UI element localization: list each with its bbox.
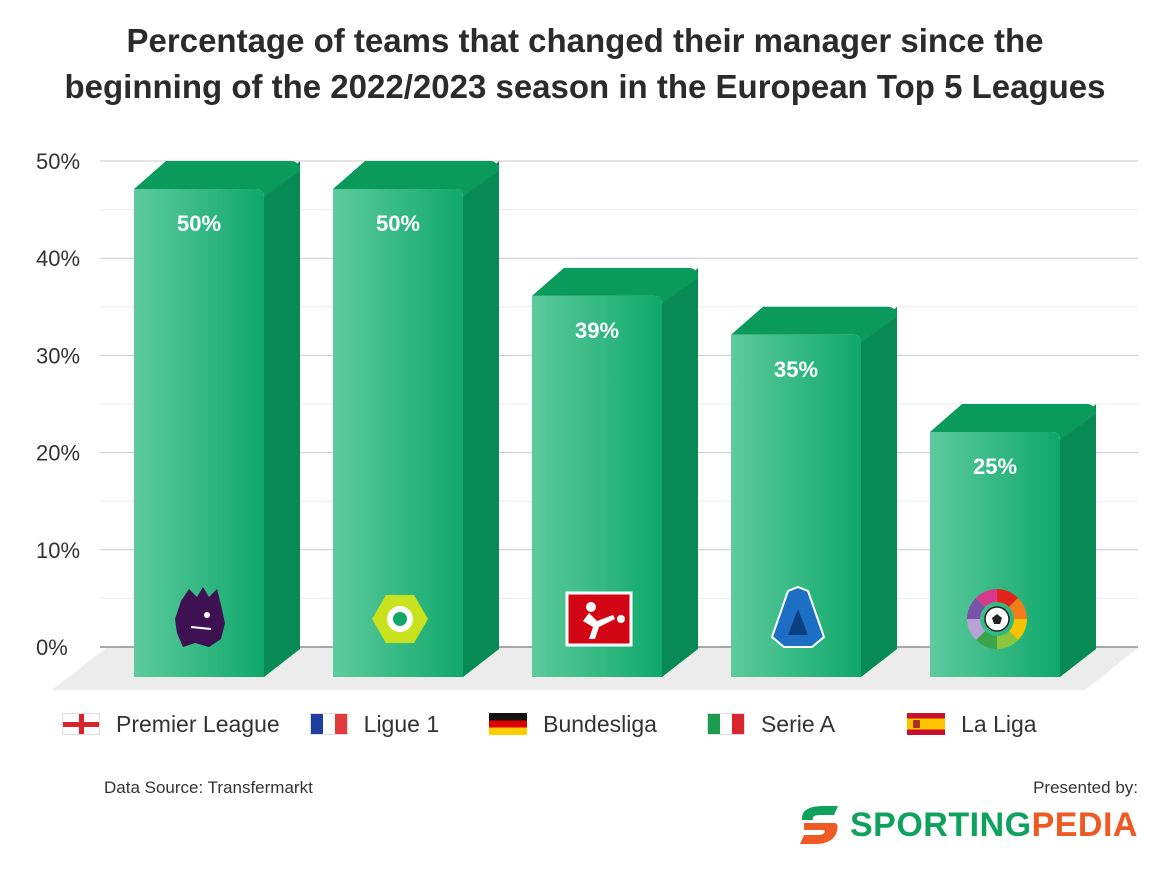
- bar-side-face: [1060, 404, 1096, 677]
- brand-wordmark: SPORTINGPEDIA: [850, 800, 1138, 850]
- y-tick-label: 30%: [36, 343, 80, 368]
- bar-side-face: [861, 306, 897, 677]
- bar-value-label: 39%: [575, 318, 619, 343]
- legend-item-la-liga: La Liga: [907, 710, 1037, 738]
- brand-wordmark-pedia: PEDIA: [1031, 806, 1138, 844]
- legend-item-serie-a: Serie A: [706, 710, 836, 738]
- y-tick-label: 50%: [36, 149, 80, 174]
- bar: [731, 306, 897, 677]
- la-liga-logo: [967, 589, 1027, 649]
- legend-item-premier-league: Premier League: [62, 711, 280, 738]
- legend: Premier League Ligue 1 Bundesliga Serie …: [62, 704, 1037, 744]
- bar: [930, 404, 1096, 677]
- title-line-1: Percentage of teams that changed their m…: [126, 22, 1044, 59]
- data-source: Data Source: Transfermarkt: [104, 778, 313, 797]
- bar-value-labels: 50% 50% 39% 35% 25%: [177, 211, 1017, 479]
- y-axis: 0% 10% 20% 30% 40% 50%: [36, 149, 80, 660]
- bar-front-face: [731, 334, 861, 677]
- league-logos: [175, 585, 1027, 649]
- ligue-1-logo: [372, 595, 428, 643]
- y-tick-label: 10%: [36, 538, 80, 563]
- legend-label: Bundesliga: [543, 710, 657, 737]
- bars: [134, 161, 1096, 677]
- bar-chart: 0% 10% 20% 30% 40% 50% 50% 50% 39% 35% 2…: [36, 149, 1138, 690]
- bundesliga-logo: [565, 591, 633, 647]
- bar-top-face: [532, 267, 698, 304]
- spain-flag-icon: [907, 713, 946, 735]
- legend-label: Premier League: [116, 710, 280, 737]
- bar-front-face: [134, 189, 264, 677]
- legend-item-ligue-1: Ligue 1: [309, 710, 440, 738]
- bar-front-face: [532, 295, 662, 677]
- presented-by: Presented by:: [1033, 778, 1138, 797]
- bar-front-face: [333, 189, 463, 677]
- bar-value-label: 50%: [376, 211, 420, 236]
- legend-label: Ligue 1: [363, 710, 440, 737]
- title-line-2: beginning of the 2022/2023 season in the…: [64, 68, 1106, 105]
- bar-side-face: [463, 161, 499, 677]
- france-flag-icon: [309, 713, 348, 735]
- bar-top-face: [333, 161, 499, 197]
- bar-value-label: 50%: [177, 211, 221, 236]
- y-tick-label: 20%: [36, 441, 80, 466]
- chart-title: Percentage of teams that changed their m…: [0, 18, 1170, 110]
- premier-league-lion-logo: [175, 587, 225, 647]
- y-tick-label: 0%: [36, 635, 68, 660]
- bar: [333, 161, 499, 677]
- bar: [532, 267, 698, 677]
- bar-top-face: [731, 306, 897, 343]
- y-tick-label: 40%: [36, 246, 80, 271]
- brand-wordmark-sporting: SPORTING: [850, 806, 1032, 844]
- bar-front-face: [930, 432, 1060, 677]
- bar-top-face: [134, 161, 300, 197]
- germany-flag-icon: [489, 713, 528, 735]
- sportingpedia-s-icon: [800, 806, 838, 844]
- england-flag-icon: [62, 713, 100, 735]
- serie-a-logo: [770, 585, 826, 648]
- bar-top-face: [930, 404, 1096, 440]
- italy-flag-icon: [706, 713, 745, 735]
- bar-value-label: 25%: [973, 454, 1017, 479]
- bar-side-face: [662, 267, 698, 677]
- legend-label: La Liga: [961, 710, 1037, 737]
- bar: [134, 161, 300, 677]
- bar-side-face: [264, 161, 300, 677]
- bar-value-label: 35%: [774, 357, 818, 382]
- legend-label: Serie A: [760, 710, 836, 737]
- legend-item-bundesliga: Bundesliga: [489, 711, 657, 738]
- brand-logo: SPORTINGPEDIA: [796, 800, 1138, 850]
